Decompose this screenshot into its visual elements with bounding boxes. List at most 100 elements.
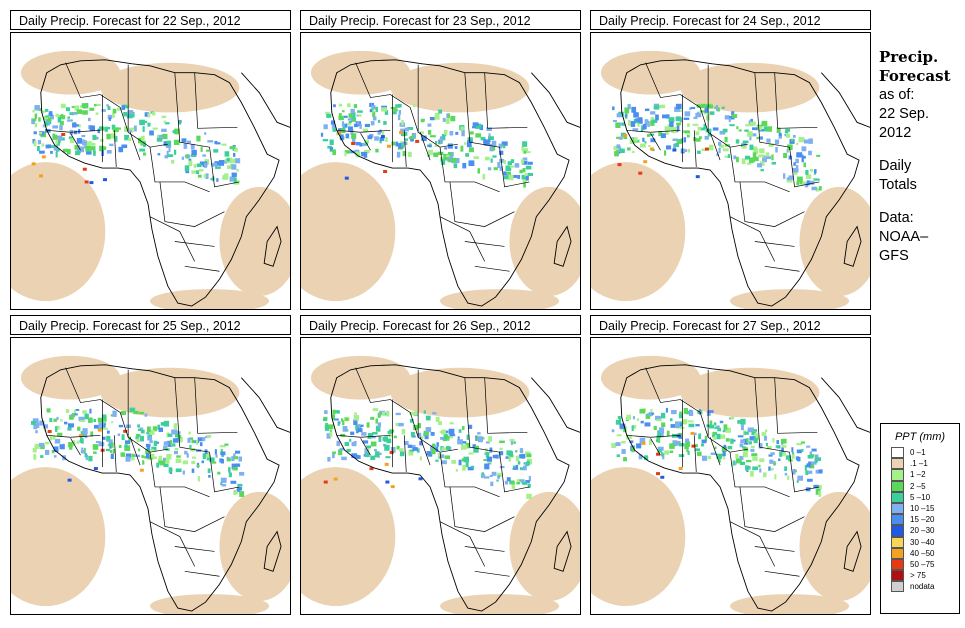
rain-cell [117, 433, 121, 436]
rain-cell [724, 115, 730, 120]
rain-cell [808, 461, 814, 468]
rain-cell [740, 424, 744, 431]
rain-cell [488, 133, 491, 137]
rain-cell [758, 443, 763, 449]
country-border [645, 367, 709, 438]
rain-cell [489, 145, 494, 152]
rain-cell [33, 131, 37, 135]
rain-cell [350, 117, 357, 122]
rain-cell [639, 437, 646, 444]
rain-cell [393, 435, 397, 439]
rain-cell [808, 150, 812, 156]
rain-cell [491, 471, 497, 476]
rain-cell [396, 445, 400, 450]
rain-cell [651, 412, 655, 415]
rain-cell [661, 422, 666, 428]
rain-cell [809, 180, 815, 185]
rain-cell [611, 429, 615, 433]
rain-cell [738, 129, 742, 132]
heavy-rain-cell [672, 148, 677, 152]
rain-cell [198, 169, 204, 172]
rain-cell [439, 137, 444, 143]
rain-cell [78, 416, 85, 422]
rain-cell [622, 122, 626, 126]
rain-cell [697, 451, 702, 456]
rain-cell [510, 159, 515, 164]
rain-cell [397, 114, 401, 121]
rain-cell [440, 454, 445, 458]
dry-area-atlantic [11, 162, 106, 302]
rain-cell [358, 424, 361, 429]
rain-cell [93, 451, 97, 454]
rain-cell [704, 435, 708, 442]
rain-cell [78, 124, 81, 128]
rain-cell [498, 150, 504, 155]
rain-cell [722, 148, 729, 152]
rain-cell [210, 177, 215, 181]
rain-cell [152, 456, 157, 460]
rain-cell [522, 148, 529, 153]
rain-cell [171, 159, 175, 164]
rain-cell [364, 448, 369, 455]
heavy-rain-cell [399, 131, 404, 135]
rain-cell [448, 436, 453, 439]
dry-area-atlantic [11, 467, 106, 607]
rain-cell [463, 456, 469, 463]
rain-cell [427, 149, 433, 155]
rain-cell [680, 138, 684, 143]
rain-cell [736, 156, 739, 163]
rain-cell [483, 459, 487, 462]
rain-cell [404, 138, 408, 141]
rain-cell [167, 433, 173, 437]
rain-cell [351, 453, 358, 459]
rain-cell [395, 104, 401, 108]
rain-cell [356, 121, 360, 125]
dry-area-south [440, 289, 560, 309]
rain-cell [39, 420, 45, 426]
rain-cell [766, 138, 771, 143]
rain-cell [522, 141, 528, 147]
rain-cell [616, 146, 622, 153]
rain-cell [363, 152, 368, 158]
rain-cell [395, 412, 401, 416]
rain-cell [510, 440, 514, 445]
rain-cell [211, 461, 217, 464]
rain-cell [706, 104, 711, 108]
rain-cell [436, 442, 439, 447]
rain-cell [699, 136, 702, 140]
rain-cell [762, 472, 767, 478]
rain-cell [67, 427, 72, 431]
rain-cell [325, 111, 330, 114]
madagascar-outline [843, 225, 862, 267]
rain-cell [447, 118, 450, 125]
rain-cell [52, 134, 58, 140]
rain-cell [723, 444, 727, 449]
rain-cell [798, 137, 804, 143]
rain-cell [84, 432, 88, 439]
arabia-coastline [531, 72, 580, 128]
legend-swatch [891, 547, 904, 559]
rain-cell [664, 126, 671, 132]
rain-cell [355, 151, 361, 158]
heavy-rain-cell [617, 163, 622, 167]
rain-cell [67, 119, 73, 122]
rain-cell [671, 127, 677, 134]
rain-cell [79, 420, 86, 423]
rain-cell [364, 149, 370, 154]
rain-cell [508, 456, 511, 462]
rain-cell [687, 420, 694, 423]
legend-row: 10 –15 [891, 502, 959, 515]
rain-cell [795, 158, 799, 164]
rain-cell [82, 410, 87, 414]
legend-label: > 75 [910, 571, 926, 581]
rain-cell [166, 150, 169, 157]
rain-cell [504, 480, 509, 485]
rain-cell [718, 147, 721, 154]
rain-cell [106, 104, 109, 107]
rain-cell [697, 150, 701, 154]
rain-cell [236, 486, 243, 491]
rain-cell [466, 434, 470, 440]
rain-cell [327, 145, 333, 149]
rain-cell [484, 463, 490, 470]
rain-cell [325, 422, 329, 427]
